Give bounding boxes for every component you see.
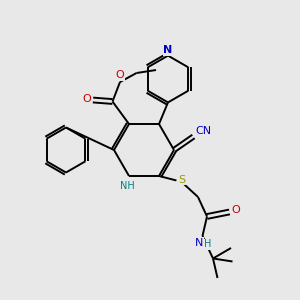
Text: NH: NH: [120, 181, 135, 190]
Text: S: S: [178, 175, 185, 184]
Text: N: N: [164, 45, 172, 55]
Text: H: H: [204, 239, 211, 249]
Text: O: O: [82, 94, 91, 103]
Text: O: O: [116, 70, 124, 80]
Text: N: N: [195, 238, 203, 248]
Text: CN: CN: [195, 125, 212, 136]
Text: O: O: [232, 206, 241, 215]
